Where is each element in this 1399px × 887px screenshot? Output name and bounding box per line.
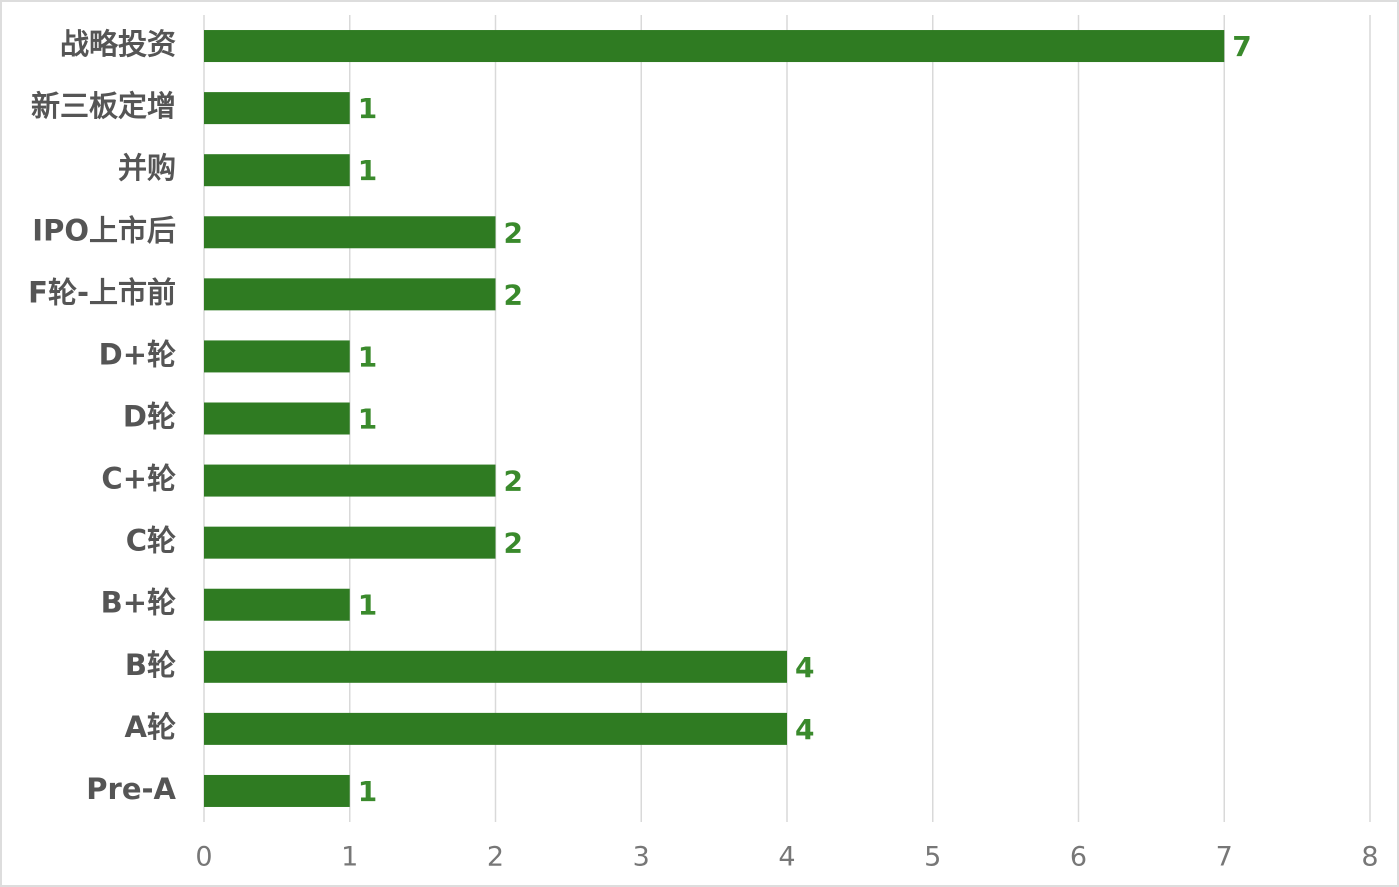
x-tick-label: 6 xyxy=(1070,842,1087,873)
y-tick-label: Pre-A xyxy=(86,772,176,806)
y-tick-label: IPO上市后 xyxy=(32,213,176,247)
y-tick-label: F轮-上市前 xyxy=(28,275,176,309)
data-label: 1 xyxy=(358,154,377,187)
y-tick-label: D+轮 xyxy=(99,337,176,371)
data-label: 2 xyxy=(504,278,523,311)
x-tick-label: 0 xyxy=(195,842,212,873)
y-tick-label: 并购 xyxy=(118,151,176,185)
x-tick-label: 4 xyxy=(778,842,795,873)
x-tick-label: 3 xyxy=(633,842,650,873)
y-tick-label: 新三板定增 xyxy=(31,89,176,123)
x-tick-label: 2 xyxy=(487,842,504,873)
bar xyxy=(204,402,350,435)
data-label: 4 xyxy=(795,651,814,684)
bar xyxy=(204,340,350,373)
bar xyxy=(204,774,350,807)
y-tick-label: B+轮 xyxy=(101,586,176,620)
bar xyxy=(204,526,496,559)
x-tick-label: 7 xyxy=(1216,842,1233,873)
x-tick-label: 5 xyxy=(924,842,941,873)
bar xyxy=(204,30,1225,63)
data-label: 1 xyxy=(358,589,377,622)
y-tick-label: D轮 xyxy=(123,400,176,434)
bar xyxy=(204,278,496,311)
data-label: 7 xyxy=(1232,30,1251,63)
data-label: 1 xyxy=(358,340,377,373)
y-tick-label: C轮 xyxy=(126,524,176,558)
bar xyxy=(204,712,787,745)
bar xyxy=(204,92,350,125)
y-tick-label: A轮 xyxy=(125,710,176,744)
y-tick-label: 战略投资 xyxy=(60,27,176,61)
data-label: 2 xyxy=(504,527,523,560)
x-tick-label: 1 xyxy=(341,842,358,873)
data-label: 2 xyxy=(504,465,523,498)
data-label: 2 xyxy=(504,216,523,249)
bar xyxy=(204,650,787,683)
bar xyxy=(204,154,350,187)
bar xyxy=(204,216,496,249)
y-tick-label: C+轮 xyxy=(101,462,176,496)
x-tick-label: 8 xyxy=(1361,842,1378,873)
y-tick-label: B轮 xyxy=(125,648,176,682)
bar xyxy=(204,464,496,497)
data-label: 1 xyxy=(358,775,377,808)
data-label: 1 xyxy=(358,403,377,436)
bar xyxy=(204,588,350,621)
data-label: 4 xyxy=(795,713,814,746)
data-label: 1 xyxy=(358,92,377,125)
